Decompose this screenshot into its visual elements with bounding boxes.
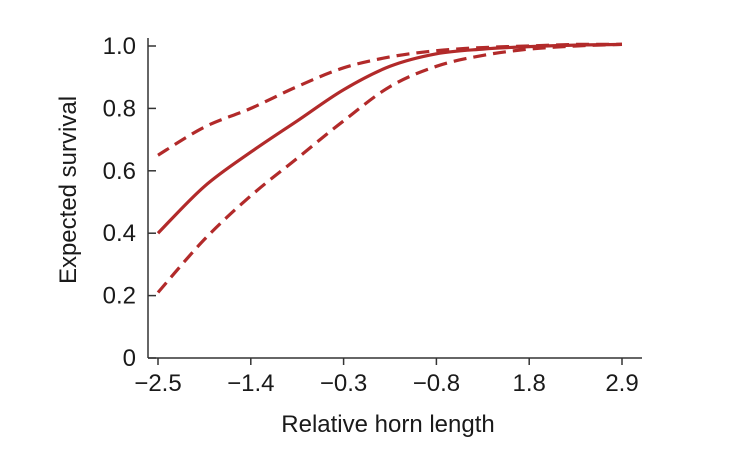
x-tick-label: −1.4 — [227, 370, 274, 397]
upper-confidence-line — [157, 42, 623, 157]
x-tick-label: −0.8 — [413, 370, 460, 397]
axis-labels: Relative horn length Expected survival — [55, 96, 495, 438]
series-lines — [156, 42, 623, 294]
y-tick-label: 0 — [123, 345, 136, 372]
y-tick-label: 1.0 — [103, 33, 136, 60]
x-tick-label: −0.3 — [320, 370, 367, 397]
y-axis-label: Expected survival — [55, 96, 82, 284]
y-tick-label: 0.6 — [103, 158, 136, 185]
axes: 0 0.2 0.4 0.6 0.8 1.0 −2.5 −1.4 −0.3 −0.8 1.8 2.9 — [103, 33, 642, 397]
y-tick-label: 0.4 — [103, 220, 136, 247]
x-tick-label: 2.9 — [605, 370, 638, 397]
lower-confidence-line — [156, 42, 623, 294]
y-tick-label: 0.8 — [103, 95, 136, 122]
survival-curve-line — [156, 42, 623, 235]
x-tick-label: −2.5 — [134, 370, 181, 397]
y-tick-label: 0.2 — [103, 283, 136, 310]
x-axis-label: Relative horn length — [281, 411, 494, 438]
x-tick-label: 1.8 — [513, 370, 546, 397]
